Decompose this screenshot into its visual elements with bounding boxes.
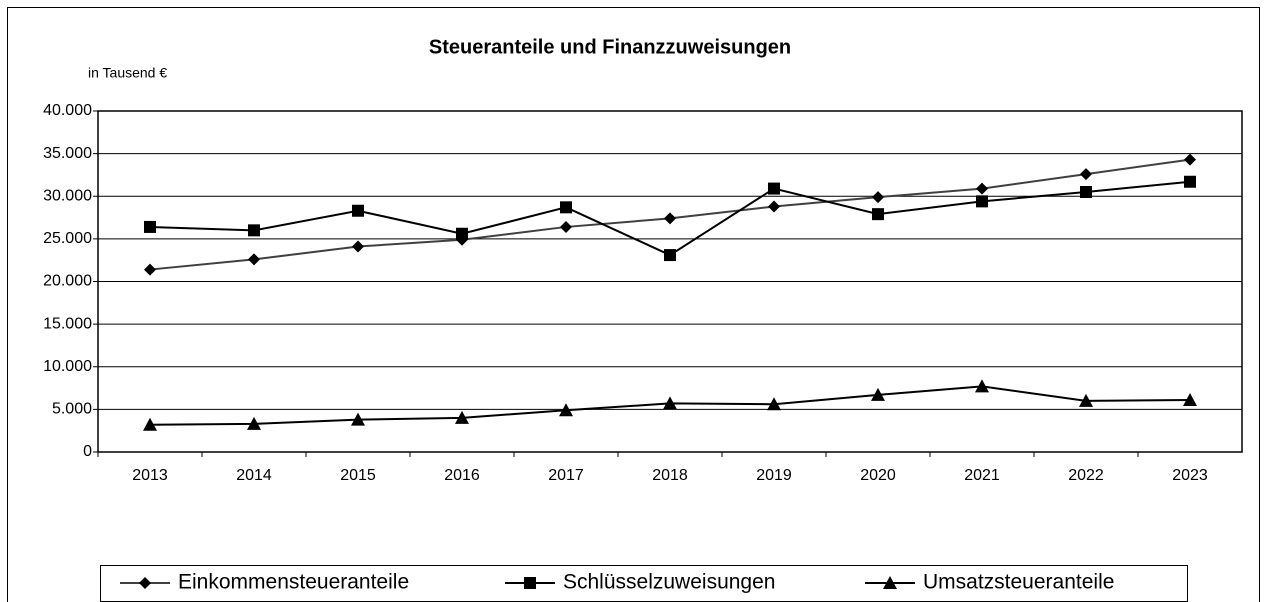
data-point <box>560 201 572 214</box>
data-point <box>1183 392 1197 406</box>
data-point <box>455 410 469 424</box>
data-point <box>143 417 157 431</box>
plot-area <box>97 110 1243 453</box>
data-point <box>1080 168 1092 181</box>
data-point <box>559 403 573 417</box>
legend-label: Umsatzsteueranteile <box>923 571 1114 594</box>
legend-marker <box>524 577 536 589</box>
x-tick-label: 2015 <box>340 467 376 484</box>
y-tick-label: 10.000 <box>43 358 92 375</box>
data-point <box>1079 393 1093 407</box>
data-point <box>768 200 780 213</box>
data-point <box>976 182 988 195</box>
data-point <box>351 412 365 426</box>
x-tick-label: 2013 <box>132 467 168 484</box>
x-tick-label: 2019 <box>756 467 792 484</box>
legend-box <box>100 565 1188 602</box>
legend-marker <box>139 577 151 589</box>
data-point <box>560 220 572 233</box>
data-point <box>144 220 156 233</box>
y-tick-label: 0 <box>83 443 92 460</box>
data-point <box>872 191 884 204</box>
chart-frame <box>7 7 1260 602</box>
legend-marker <box>883 576 897 589</box>
x-tick-label: 2023 <box>1172 467 1208 484</box>
y-tick-label: 40.000 <box>43 102 92 119</box>
data-point <box>975 379 989 393</box>
data-point <box>871 387 885 401</box>
y-tick-label: 35.000 <box>43 145 92 162</box>
data-point <box>247 416 261 430</box>
x-tick-label: 2014 <box>236 467 272 484</box>
x-tick-label: 2018 <box>652 467 688 484</box>
y-tick-label: 25.000 <box>43 230 92 247</box>
data-point <box>663 396 677 410</box>
y-axis-label: in Tausend € <box>88 65 167 81</box>
data-point <box>767 397 781 411</box>
data-point <box>456 227 468 240</box>
x-tick-label: 2020 <box>860 467 896 484</box>
data-point <box>1184 175 1196 188</box>
x-tick-label: 2016 <box>444 467 480 484</box>
y-tick-label: 15.000 <box>43 315 92 332</box>
x-tick-label: 2022 <box>1068 467 1104 484</box>
data-point <box>352 240 364 253</box>
data-point <box>664 249 676 262</box>
data-point <box>768 182 780 195</box>
data-point <box>144 263 156 276</box>
data-point <box>872 208 884 221</box>
data-point <box>248 253 260 266</box>
x-tick-label: 2017 <box>548 467 584 484</box>
chart-title: Steueranteile und Finanzzuweisungen <box>429 36 791 58</box>
y-tick-label: 5.000 <box>52 401 92 418</box>
legend-label: Schlüsselzuweisungen <box>563 571 775 594</box>
y-tick-label: 20.000 <box>43 273 92 290</box>
data-point <box>1080 185 1092 198</box>
data-point <box>1184 153 1196 166</box>
data-point <box>976 195 988 208</box>
data-point <box>248 224 260 237</box>
data-point <box>352 204 364 217</box>
y-tick-label: 30.000 <box>43 187 92 204</box>
legend-label: Einkommensteueranteile <box>178 571 409 594</box>
data-point <box>664 212 676 225</box>
x-tick-label: 2021 <box>964 467 1000 484</box>
